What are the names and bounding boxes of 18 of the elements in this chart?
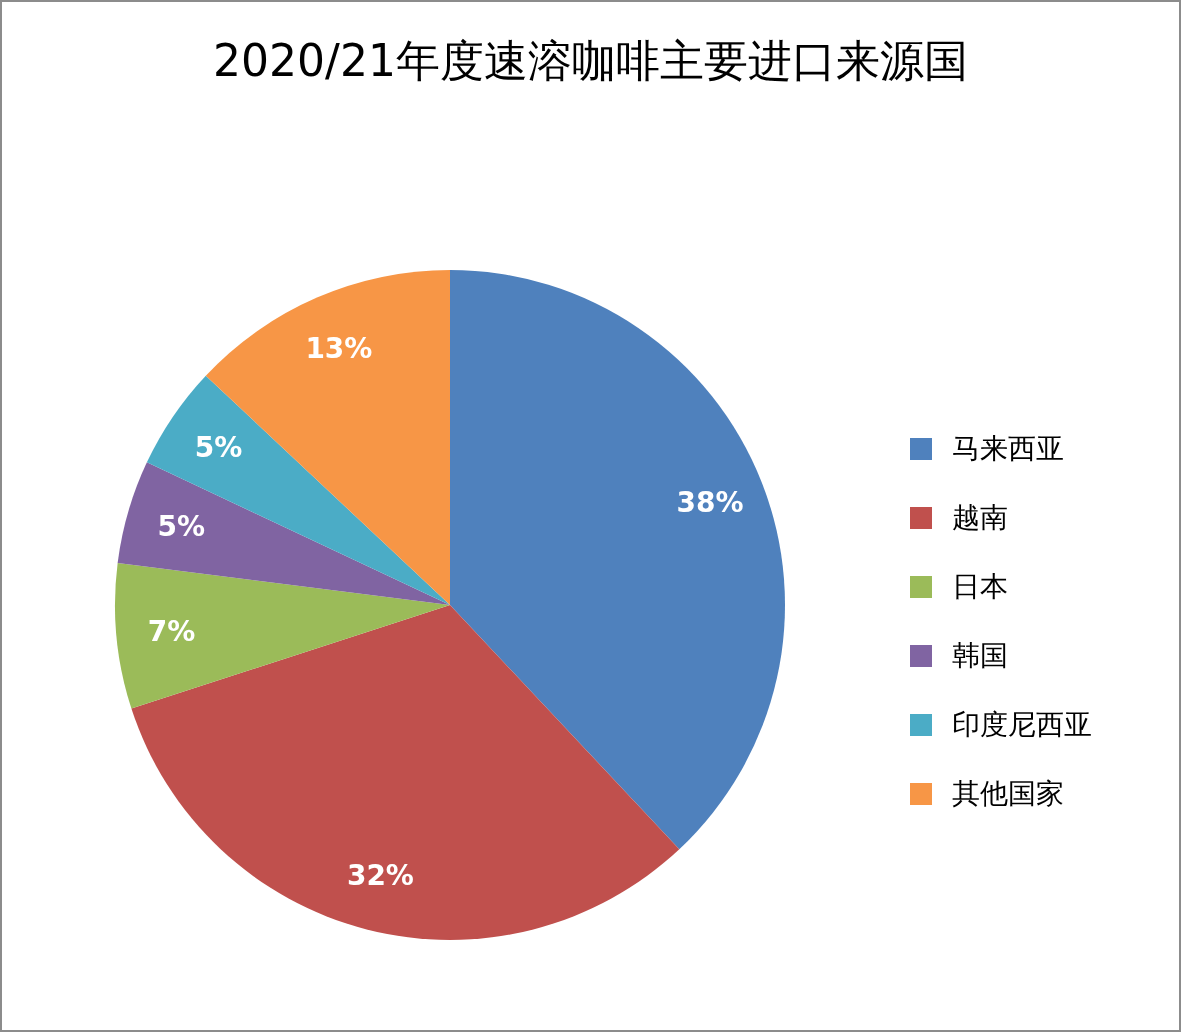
data-label: 32% <box>346 859 414 893</box>
legend-label: 其他国家 <box>952 775 1064 812</box>
legend-label: 日本 <box>952 568 1008 605</box>
legend-label: 马来西亚 <box>952 430 1064 467</box>
pie-slice <box>146 375 450 605</box>
data-label: 7% <box>147 614 196 648</box>
legend-label: 韩国 <box>952 637 1008 674</box>
legend-label: 越南 <box>952 499 1008 536</box>
data-label: 38% <box>676 485 744 519</box>
data-label: 13% <box>305 331 373 365</box>
legend-label: 印度尼西亚 <box>952 706 1092 743</box>
pie-slice <box>115 563 450 709</box>
data-label: 5% <box>194 431 243 465</box>
pie-slice <box>450 270 785 850</box>
pie-slice <box>117 462 450 605</box>
chart-title: 2020/21年度速溶咖啡主要进口来源国 <box>212 34 969 88</box>
data-label: 5% <box>157 510 206 544</box>
pie-slice <box>131 605 680 940</box>
